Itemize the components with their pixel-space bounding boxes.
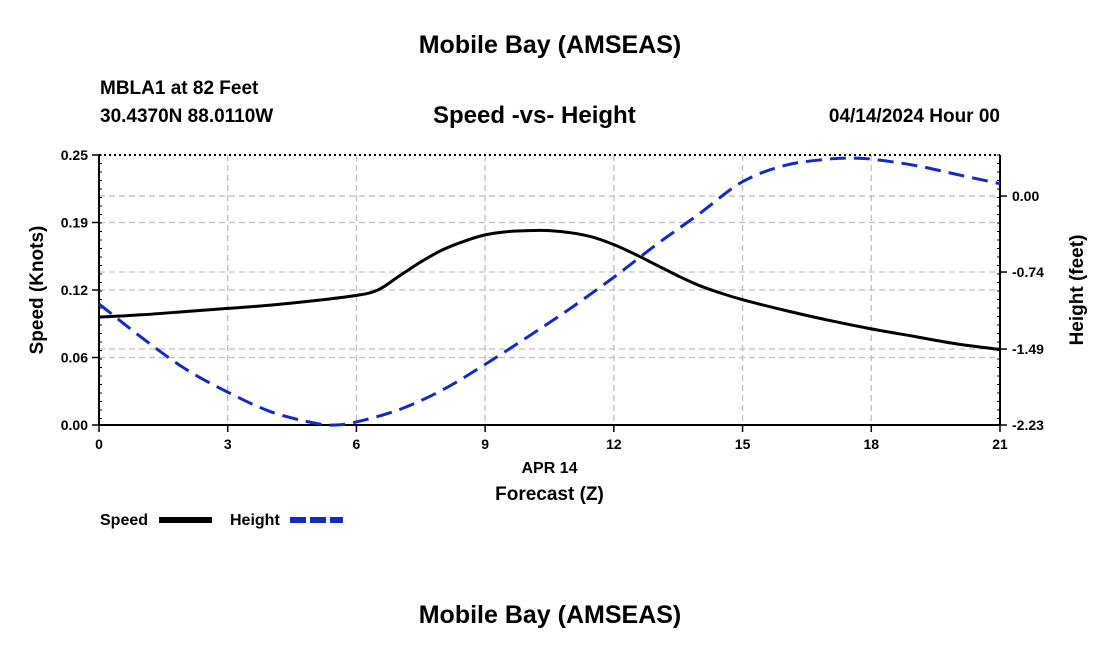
y-tick-label: 0.06 bbox=[61, 350, 88, 366]
y2-tick-label: 0.00 bbox=[1012, 188, 1039, 204]
x-tick-label: 6 bbox=[353, 436, 361, 452]
x-tick-label: 15 bbox=[735, 436, 751, 452]
y-tick-label: 0.19 bbox=[61, 215, 88, 231]
y2-tick-label: -0.74 bbox=[1012, 264, 1044, 280]
x-date-label: APR 14 bbox=[521, 460, 577, 477]
chart-subtitle: Speed -vs- Height bbox=[433, 102, 636, 129]
x-tick-label: 18 bbox=[863, 436, 879, 452]
x-tick-label: 9 bbox=[481, 436, 489, 452]
y-tick-label: 0.12 bbox=[61, 282, 88, 298]
speed-series-line bbox=[98, 228, 1001, 351]
station-coords: 30.4370N 88.0110W bbox=[100, 106, 274, 127]
legend-speed-label: Speed bbox=[100, 512, 148, 529]
page-title: Mobile Bay (AMSEAS) bbox=[418, 31, 682, 59]
y2-axis-title: Height (feet) bbox=[1067, 235, 1088, 346]
speed-height-chart: 0 3 6 9 12 15 18 21 0.00 0.06 0.12 0.19 0.25 -2.23 -1.… bbox=[27, 147, 1088, 529]
y-tick-label: 0.00 bbox=[61, 417, 88, 433]
legend-height-label: Height bbox=[230, 512, 280, 529]
y-tick-label: 0.25 bbox=[61, 147, 88, 163]
y2-tick-label: -2.23 bbox=[1012, 417, 1044, 433]
footer-title: Mobile Bay (AMSEAS) bbox=[418, 601, 682, 629]
y-axis-title: Speed (Knots) bbox=[27, 226, 48, 355]
y2-tick-label: -1.49 bbox=[1012, 341, 1044, 357]
station-label: MBLA1 at 82 Feet bbox=[100, 78, 259, 99]
x-axis-title: Forecast (Z) bbox=[495, 484, 604, 505]
x-tick-label: 0 bbox=[95, 436, 103, 452]
x-tick-label: 3 bbox=[224, 436, 232, 452]
forecast-datetime: 04/14/2024 Hour 00 bbox=[828, 106, 1000, 127]
x-tick-label: 21 bbox=[992, 436, 1008, 452]
x-tick-label: 12 bbox=[606, 436, 622, 452]
height-series-line bbox=[98, 156, 1001, 427]
